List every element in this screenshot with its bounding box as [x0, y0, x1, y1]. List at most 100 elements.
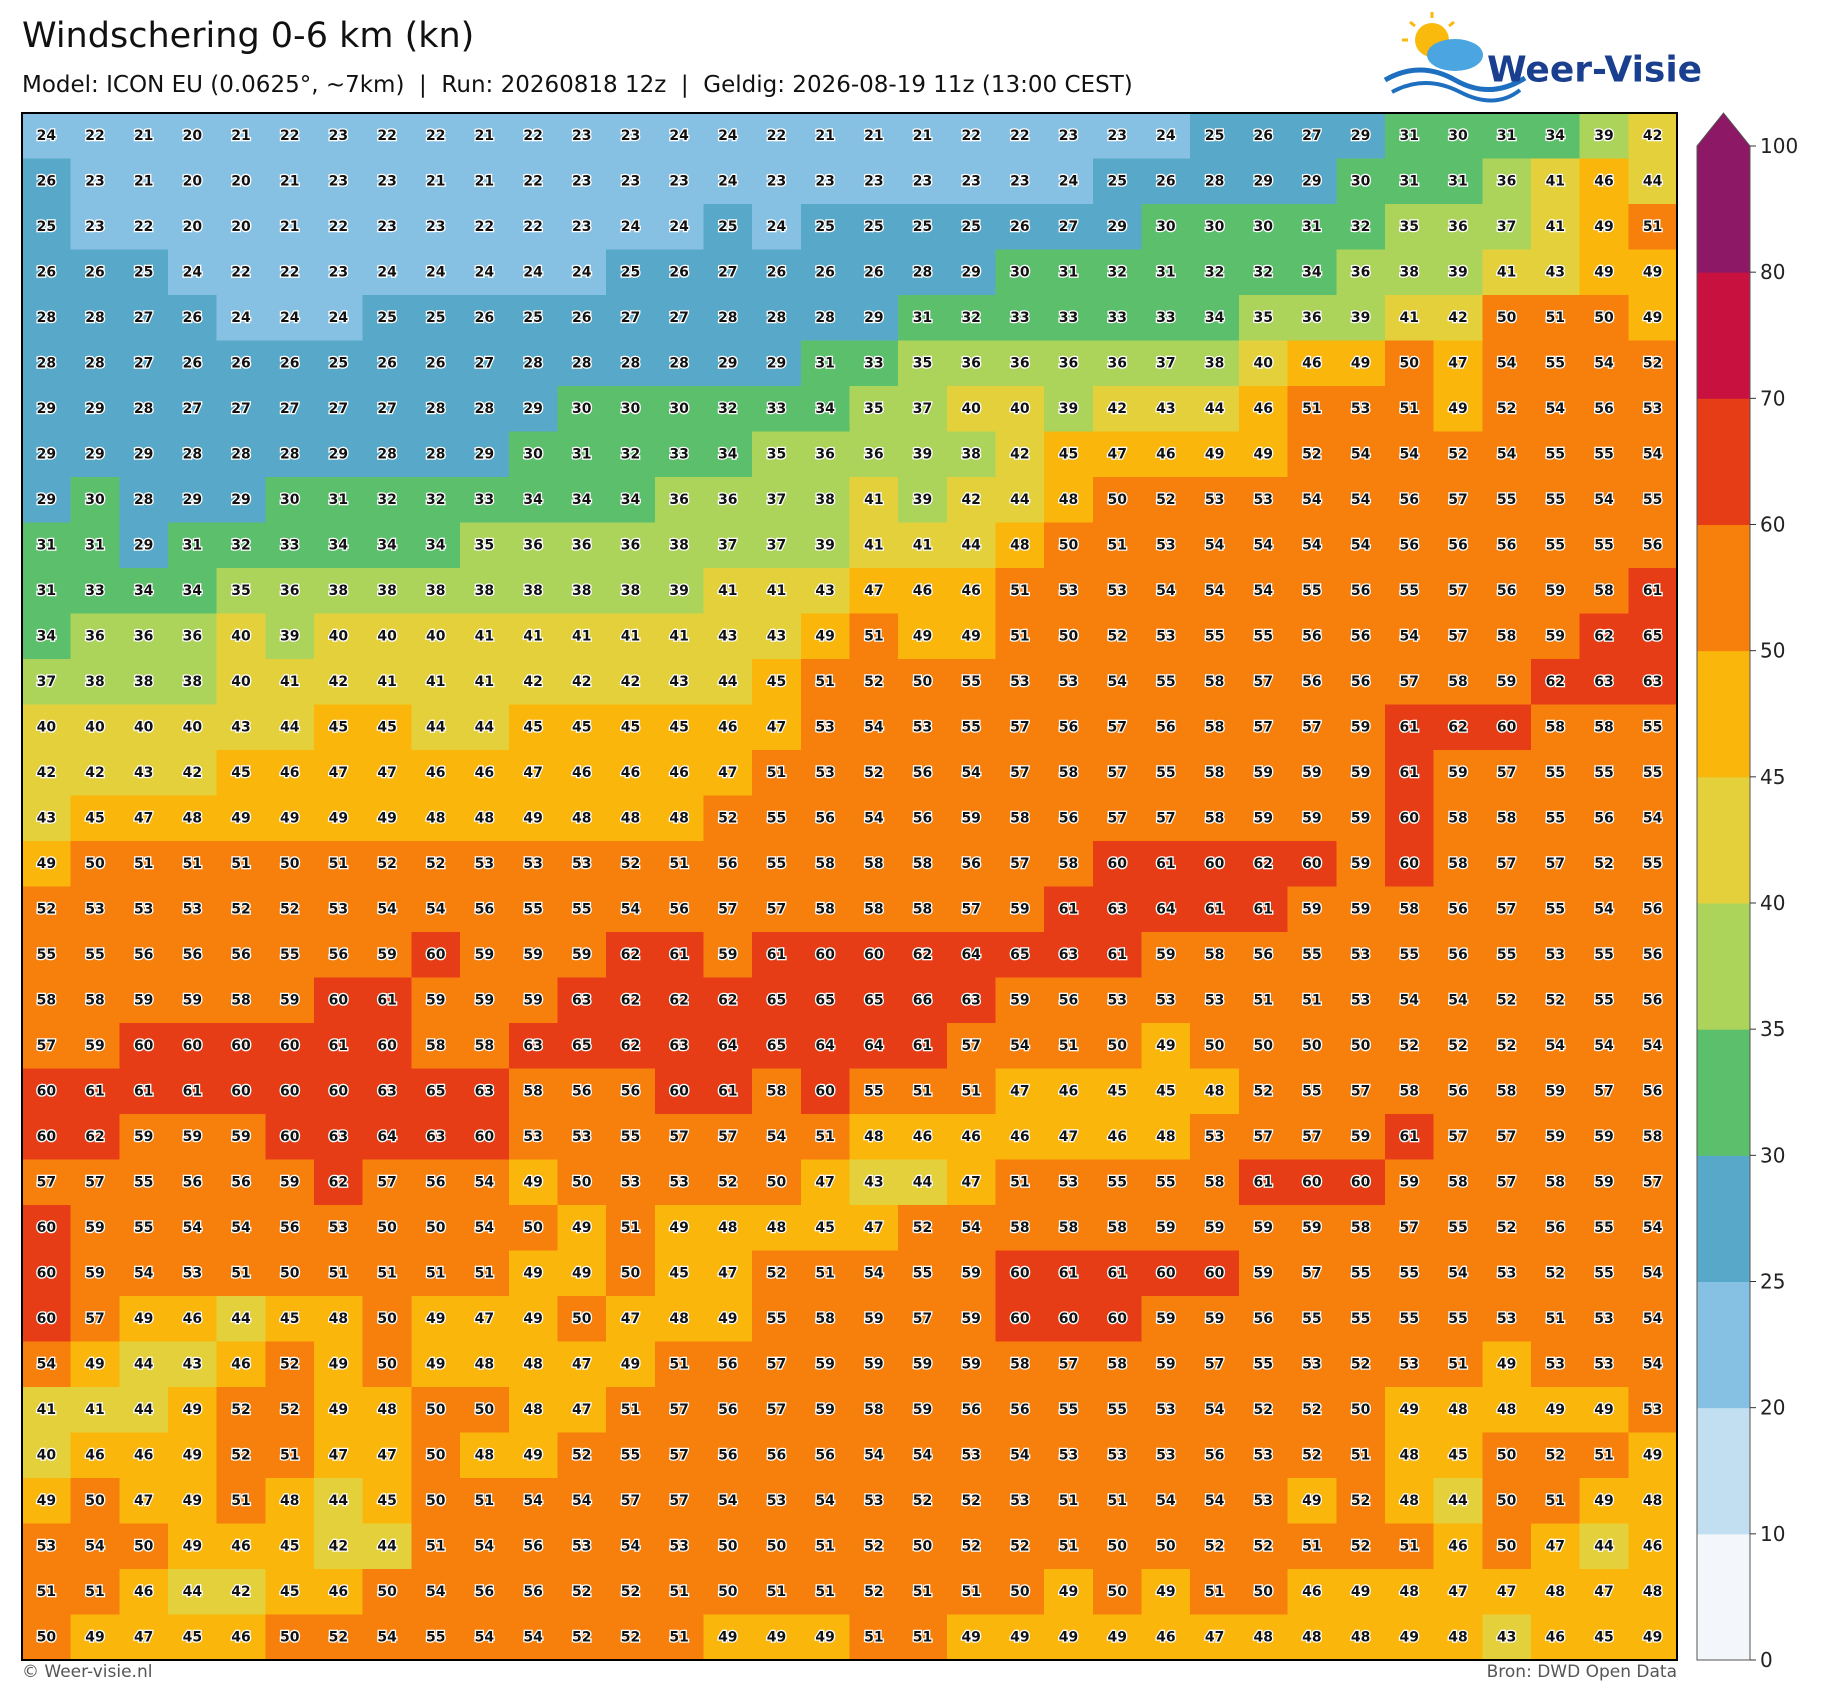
cell [1384, 431, 1435, 478]
cell-value: 27 [718, 264, 737, 280]
cell [800, 795, 850, 842]
cell [654, 841, 704, 887]
cell [1141, 750, 1191, 796]
cell [508, 477, 558, 523]
cell [1044, 1614, 1094, 1661]
cell-value: 54 [1643, 1356, 1663, 1372]
cell [411, 1296, 461, 1342]
cell [1579, 841, 1629, 887]
cell [1384, 113, 1435, 159]
cell-value: 56 [1448, 1083, 1467, 1099]
cell-value: 59 [961, 810, 980, 826]
cell [1092, 1296, 1143, 1342]
cell-value: 51 [1351, 1447, 1370, 1463]
cell [70, 1114, 120, 1160]
cell-value: 57 [1156, 810, 1175, 826]
cell-value: 24 [621, 219, 641, 235]
cell-value: 49 [523, 1174, 542, 1190]
cell [1579, 1250, 1629, 1297]
cell [1044, 158, 1094, 205]
cell-value: 28 [85, 355, 104, 371]
cell-value: 56 [621, 1083, 640, 1099]
cell [1628, 1023, 1678, 1069]
cell [168, 522, 218, 569]
cell-value: 54 [961, 765, 981, 781]
cell-value: 52 [231, 901, 250, 917]
cell [411, 249, 461, 296]
cell-value: 30 [1448, 128, 1468, 144]
cell-value: 34 [329, 537, 349, 553]
cell [995, 795, 1045, 842]
cell-value: 34 [523, 492, 543, 508]
cell [606, 431, 656, 478]
cell [1530, 158, 1581, 205]
cell [995, 295, 1045, 341]
cell-value: 53 [961, 1447, 980, 1463]
cell [22, 568, 72, 614]
cell-value: 40 [329, 628, 349, 644]
cell-value: 42 [961, 492, 980, 508]
cell-value: 53 [1254, 1447, 1273, 1463]
cell [119, 522, 169, 569]
cell-value: 58 [37, 992, 56, 1008]
cell-value: 57 [1546, 856, 1565, 872]
cell-value: 60 [329, 1083, 349, 1099]
cell [1482, 1068, 1532, 1115]
cell-value: 44 [1643, 173, 1663, 189]
cell-value: 50 [1400, 355, 1420, 371]
cell [22, 1523, 72, 1570]
cell [314, 841, 364, 887]
cell-value: 55 [767, 856, 786, 872]
cell [898, 568, 948, 614]
cell [1579, 295, 1629, 341]
cell-value: 33 [1059, 310, 1078, 326]
cell [70, 750, 120, 796]
cell-value: 51 [767, 765, 786, 781]
cell-value: 28 [669, 355, 688, 371]
cell-value: 46 [1546, 1629, 1565, 1645]
cell-value: 33 [1010, 310, 1029, 326]
cell-value: 41 [377, 674, 396, 690]
cell-value: 55 [1254, 1356, 1273, 1372]
cell-value: 39 [1594, 128, 1613, 144]
cell [752, 1296, 802, 1342]
cell [314, 158, 364, 205]
cell-value: 42 [1448, 310, 1467, 326]
cell-value: 50 [1351, 1038, 1371, 1054]
cell-value: 38 [523, 583, 542, 599]
cell-value: 29 [1254, 173, 1273, 189]
cell-value: 55 [1546, 446, 1565, 462]
cell-value: 49 [572, 1265, 591, 1281]
cell-value: 65 [426, 1083, 445, 1099]
cell [557, 932, 607, 978]
cell [1092, 1159, 1143, 1206]
cell [849, 477, 899, 523]
cell-value: 61 [669, 947, 688, 963]
cell [1092, 1023, 1143, 1069]
cell [654, 386, 704, 432]
cell [557, 1341, 607, 1388]
cell [946, 1478, 997, 1524]
cell [557, 1478, 607, 1524]
colorbar-band [1697, 1029, 1750, 1156]
cell [849, 1614, 899, 1661]
cell [1530, 1569, 1581, 1615]
cell [1092, 1068, 1143, 1115]
cell [265, 1432, 315, 1479]
cell-value: 55 [1594, 992, 1613, 1008]
cell-value: 55 [1107, 1402, 1126, 1418]
cell-value: 55 [1643, 856, 1662, 872]
cell-value: 58 [1594, 719, 1613, 735]
cell-value: 49 [1594, 1493, 1613, 1509]
cell [1530, 1250, 1581, 1297]
cell-value: 56 [961, 856, 980, 872]
cell [1530, 295, 1581, 341]
cell [216, 568, 266, 614]
cell [1482, 1432, 1532, 1479]
cell-value: 60 [1302, 856, 1322, 872]
cell [898, 113, 948, 159]
cell-value: 58 [475, 1038, 494, 1054]
cell [508, 1387, 558, 1433]
cell-value: 60 [1351, 1174, 1371, 1190]
